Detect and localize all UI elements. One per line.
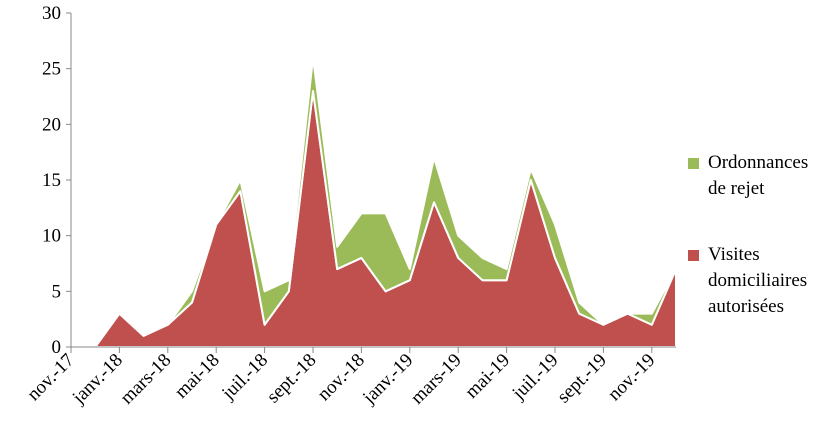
y-tick-label: 30 <box>42 3 61 24</box>
x-tick-label: nov.-18 <box>314 350 369 405</box>
x-tick-label: mai-18 <box>171 350 224 403</box>
y-tick-label: 20 <box>42 114 61 135</box>
y-tick-label: 0 <box>52 337 62 358</box>
legend-label: Ordonnances de rejet <box>708 152 809 199</box>
legend-swatch <box>688 250 699 261</box>
x-tick-label: mai-19 <box>461 350 514 403</box>
x-tick-label: sept.-19 <box>553 350 611 408</box>
legend-item: Ordonnances de rejet <box>688 150 828 202</box>
y-tick-label: 10 <box>42 226 61 247</box>
x-tick-label: janv.-19 <box>358 350 417 409</box>
area <box>70 56 677 348</box>
x-tick-label: janv.-18 <box>68 350 127 409</box>
legend-label: Visites domiciliaires autorisées <box>708 244 808 317</box>
legend-swatch <box>688 158 699 169</box>
legend: Ordonnances de rejet Visites domiciliaire… <box>688 150 828 360</box>
x-tick-label: sept.-18 <box>263 350 321 408</box>
x-tick-label: mars-18 <box>116 350 175 409</box>
legend-item: Visites domiciliaires autorisées <box>688 242 828 320</box>
x-tick-label: mars-19 <box>407 350 466 409</box>
x-tick-label: juil.-19 <box>508 350 563 405</box>
y-tick-label: 25 <box>42 59 61 80</box>
y-tick-label: 15 <box>42 170 61 191</box>
x-tick-label: nov.-19 <box>604 350 659 405</box>
y-tick-label: 5 <box>52 281 62 302</box>
x-tick-label: juil.-18 <box>217 350 272 405</box>
